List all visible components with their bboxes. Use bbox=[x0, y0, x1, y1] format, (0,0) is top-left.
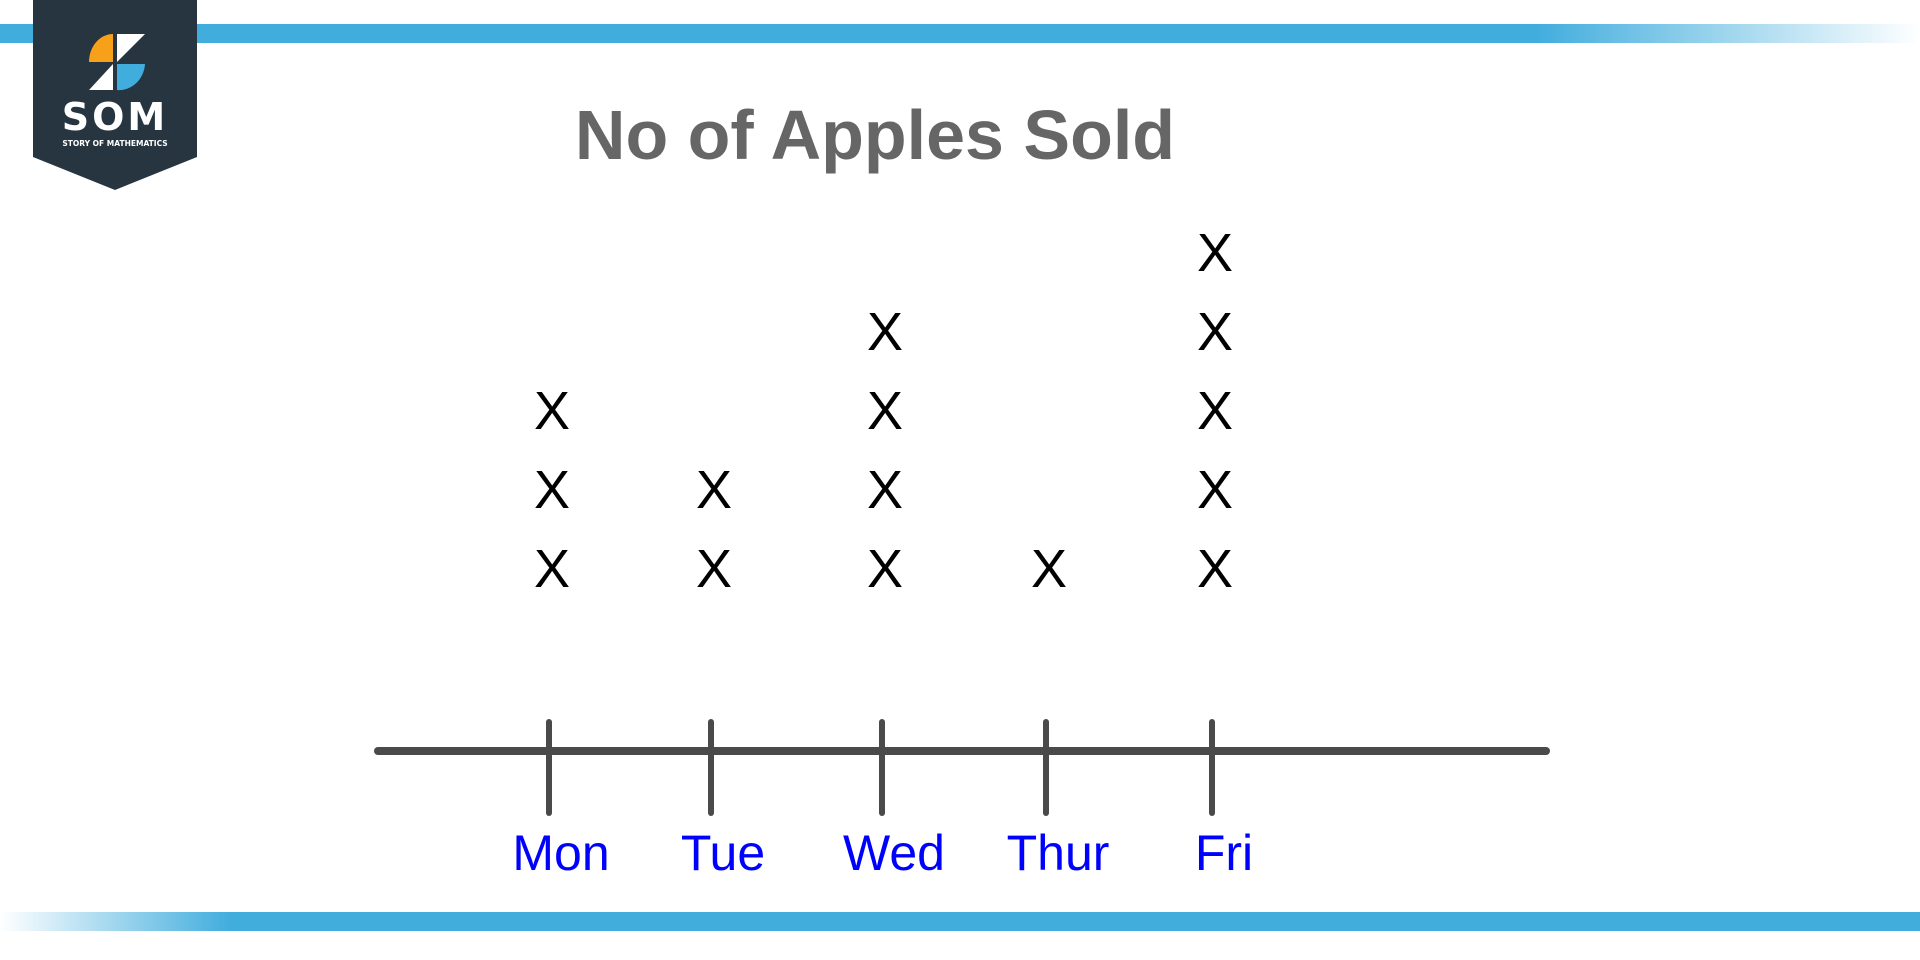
x-marker-wed: X bbox=[867, 460, 903, 520]
x-marker-fri: X bbox=[1197, 381, 1233, 441]
x-marker-tue: X bbox=[696, 539, 732, 599]
svg-text:SOM: SOM bbox=[62, 95, 169, 139]
tick-label-tue: Tue bbox=[681, 825, 765, 881]
x-marker-wed: X bbox=[867, 539, 903, 599]
x-marker-fri: X bbox=[1197, 223, 1233, 283]
x-marker-mon: X bbox=[534, 381, 570, 441]
x-marker-wed: X bbox=[867, 381, 903, 441]
tick-label-thur: Thur bbox=[1007, 825, 1110, 881]
bottom-accent-bar bbox=[0, 912, 1920, 931]
x-marker-mon: X bbox=[534, 539, 570, 599]
svg-text:STORY OF MATHEMATICS: STORY OF MATHEMATICS bbox=[62, 139, 167, 148]
chart-title: No of Apples Sold bbox=[574, 96, 1176, 174]
x-marker-fri: X bbox=[1197, 539, 1233, 599]
x-marker-mon: X bbox=[534, 460, 570, 520]
x-marker-fri: X bbox=[1197, 302, 1233, 362]
top-accent-bar bbox=[0, 24, 1920, 43]
x-marker-wed: X bbox=[867, 302, 903, 362]
x-marker-thur: X bbox=[1031, 539, 1067, 599]
x-marker-fri: X bbox=[1197, 460, 1233, 520]
x-marker-tue: X bbox=[696, 460, 732, 520]
tick-label-mon: Mon bbox=[512, 825, 609, 881]
som-logo: SOM STORY OF MATHEMATICS bbox=[33, 0, 197, 190]
tick-label-wed: Wed bbox=[843, 825, 945, 881]
tick-label-fri: Fri bbox=[1195, 825, 1253, 881]
